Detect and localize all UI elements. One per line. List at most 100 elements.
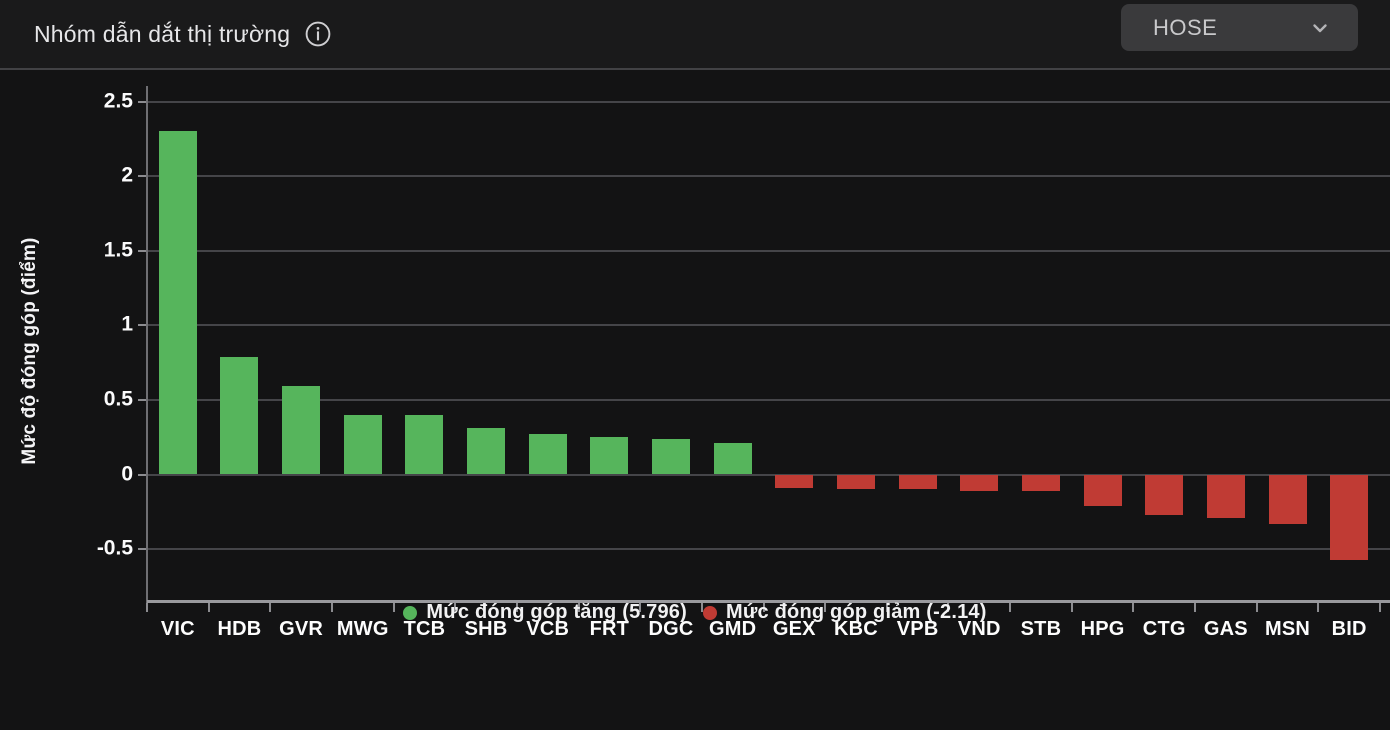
x-axis-label-VND: VND: [957, 618, 1001, 640]
gridline-y-1: [147, 324, 1390, 327]
bar-GEX[interactable]: [775, 474, 814, 488]
x-axis-tick: [1255, 603, 1258, 612]
bar-TCB[interactable]: [405, 414, 444, 475]
x-axis-label-MSN: MSN: [1264, 618, 1311, 640]
y-axis-tick: [138, 324, 147, 327]
x-axis-label-CTG: CTG: [1142, 618, 1186, 640]
x-axis-tick: [146, 603, 148, 612]
bar-SHB[interactable]: [467, 428, 506, 475]
bar-DGC[interactable]: [652, 438, 691, 475]
bar-VIC[interactable]: [158, 131, 197, 475]
x-axis-tick: [515, 603, 518, 612]
x-axis-tick: [1132, 603, 1135, 612]
x-axis-line: [147, 600, 1390, 603]
y-axis-tick: [138, 249, 147, 252]
x-axis-tick: [330, 603, 333, 612]
bar-KBC[interactable]: [836, 474, 875, 490]
x-axis-label-GAS: GAS: [1203, 618, 1248, 640]
x-axis-tick: [1317, 603, 1320, 612]
x-axis-label-VPB: VPB: [896, 618, 939, 640]
bar-GAS[interactable]: [1206, 474, 1245, 518]
panel-title: Nhóm dẫn dắt thị trường: [34, 20, 291, 47]
legend-dot-positive: [403, 605, 418, 620]
chart-legend: Mức đóng góp tăng (5.796) Mức đóng góp g…: [0, 601, 1390, 624]
bar-MWG[interactable]: [343, 414, 382, 475]
legend-dot-negative: [703, 605, 717, 620]
y-axis-tick: [138, 100, 147, 103]
panel-header: Nhóm dẫn dắt thị trường HOSE: [0, 0, 1390, 70]
gridline-y-1.5: [147, 249, 1390, 252]
x-axis-tick: [392, 603, 395, 612]
gridline-y--0.5: [147, 548, 1390, 551]
x-axis-label-KBC: KBC: [834, 618, 878, 640]
bar-GMD[interactable]: [713, 443, 752, 475]
x-axis-tick: [454, 603, 457, 612]
x-axis-tick: [947, 603, 950, 612]
x-axis-label-TCB: TCB: [403, 618, 446, 640]
x-axis-tick: [762, 603, 765, 612]
bar-HDB[interactable]: [220, 356, 259, 475]
bar-VPB[interactable]: [898, 474, 937, 490]
bar-FRT[interactable]: [590, 437, 629, 475]
bar-MSN[interactable]: [1268, 474, 1307, 524]
x-axis-tick: [207, 603, 210, 612]
x-axis-tick: [1070, 603, 1073, 612]
x-axis-label-GMD: GMD: [709, 618, 757, 640]
bar-VCB[interactable]: [528, 434, 567, 475]
bar-VND[interactable]: [960, 474, 999, 491]
x-axis-label-FRT: FRT: [589, 618, 630, 640]
bar-CTG[interactable]: [1145, 474, 1184, 515]
exchange-dropdown-value: HOSE: [1153, 14, 1218, 40]
y-tick-label: 0: [121, 462, 133, 486]
y-tick-label: -0.5: [96, 536, 133, 560]
y-axis-tick: [138, 548, 147, 551]
x-axis-label-SHB: SHB: [464, 618, 508, 640]
x-axis-tick: [1194, 603, 1197, 612]
x-axis-tick: [1379, 603, 1381, 612]
bar-BID[interactable]: [1330, 474, 1369, 560]
legend-item-positive[interactable]: Mức đóng góp tăng (5.796): [403, 601, 687, 624]
x-axis-label-HDB: HDB: [217, 618, 262, 640]
gridline-y-0: [147, 473, 1390, 476]
info-icon[interactable]: [304, 20, 332, 48]
chevron-down-icon: [1308, 16, 1332, 40]
x-axis-tick: [700, 603, 703, 612]
legend-item-negative[interactable]: Mức đóng góp giảm (-2.14): [703, 601, 987, 624]
x-axis-tick: [885, 603, 888, 612]
bar-GVR[interactable]: [282, 386, 321, 475]
x-axis-tick: [269, 603, 272, 612]
legend-label-negative: Mức đóng góp giảm (-2.14): [726, 601, 987, 623]
y-axis-tick: [138, 473, 147, 476]
bar-STB[interactable]: [1021, 474, 1060, 491]
x-axis-label-GVR: GVR: [279, 618, 324, 640]
x-axis-label-MWG: MWG: [336, 618, 389, 640]
y-tick-label: 2: [121, 163, 133, 187]
gridline-y-2.5: [147, 100, 1390, 103]
y-axis-title: Mức độ đóng góp (điểm): [19, 237, 40, 465]
x-axis-label-DGC: DGC: [648, 618, 694, 640]
x-axis-label-STB: STB: [1020, 618, 1062, 640]
y-tick-label: 0.5: [103, 387, 133, 411]
x-axis-tick: [824, 603, 827, 612]
x-axis-label-GEX: GEX: [772, 618, 816, 640]
bar-HPG[interactable]: [1083, 474, 1122, 506]
x-axis-tick: [577, 603, 580, 612]
x-axis-label-VIC: VIC: [160, 618, 195, 640]
x-axis-label-HPG: HPG: [1080, 618, 1125, 640]
y-tick-label: 1: [121, 312, 133, 336]
gridline-y-2: [147, 175, 1390, 178]
x-axis-label-VCB: VCB: [526, 618, 570, 640]
legend-label-positive: Mức đóng góp tăng (5.796): [426, 601, 687, 623]
contribution-bar-chart: Mức độ đóng góp (điểm) 2.5 2 1.5 1 0.5 0 -0.5 V…: [0, 70, 1390, 730]
gridline-y-0.5: [147, 398, 1390, 401]
exchange-dropdown[interactable]: HOSE: [1121, 4, 1358, 51]
panel-title-row: Nhóm dẫn dắt thị trường: [0, 20, 332, 48]
y-tick-label: 1.5: [103, 238, 133, 262]
x-axis-tick: [639, 603, 642, 612]
x-axis-label-BID: BID: [1331, 618, 1367, 640]
y-tick-label: 2.5: [103, 89, 133, 113]
y-axis-tick: [138, 175, 147, 178]
x-axis-tick: [1009, 603, 1012, 612]
y-axis-tick: [138, 398, 147, 401]
